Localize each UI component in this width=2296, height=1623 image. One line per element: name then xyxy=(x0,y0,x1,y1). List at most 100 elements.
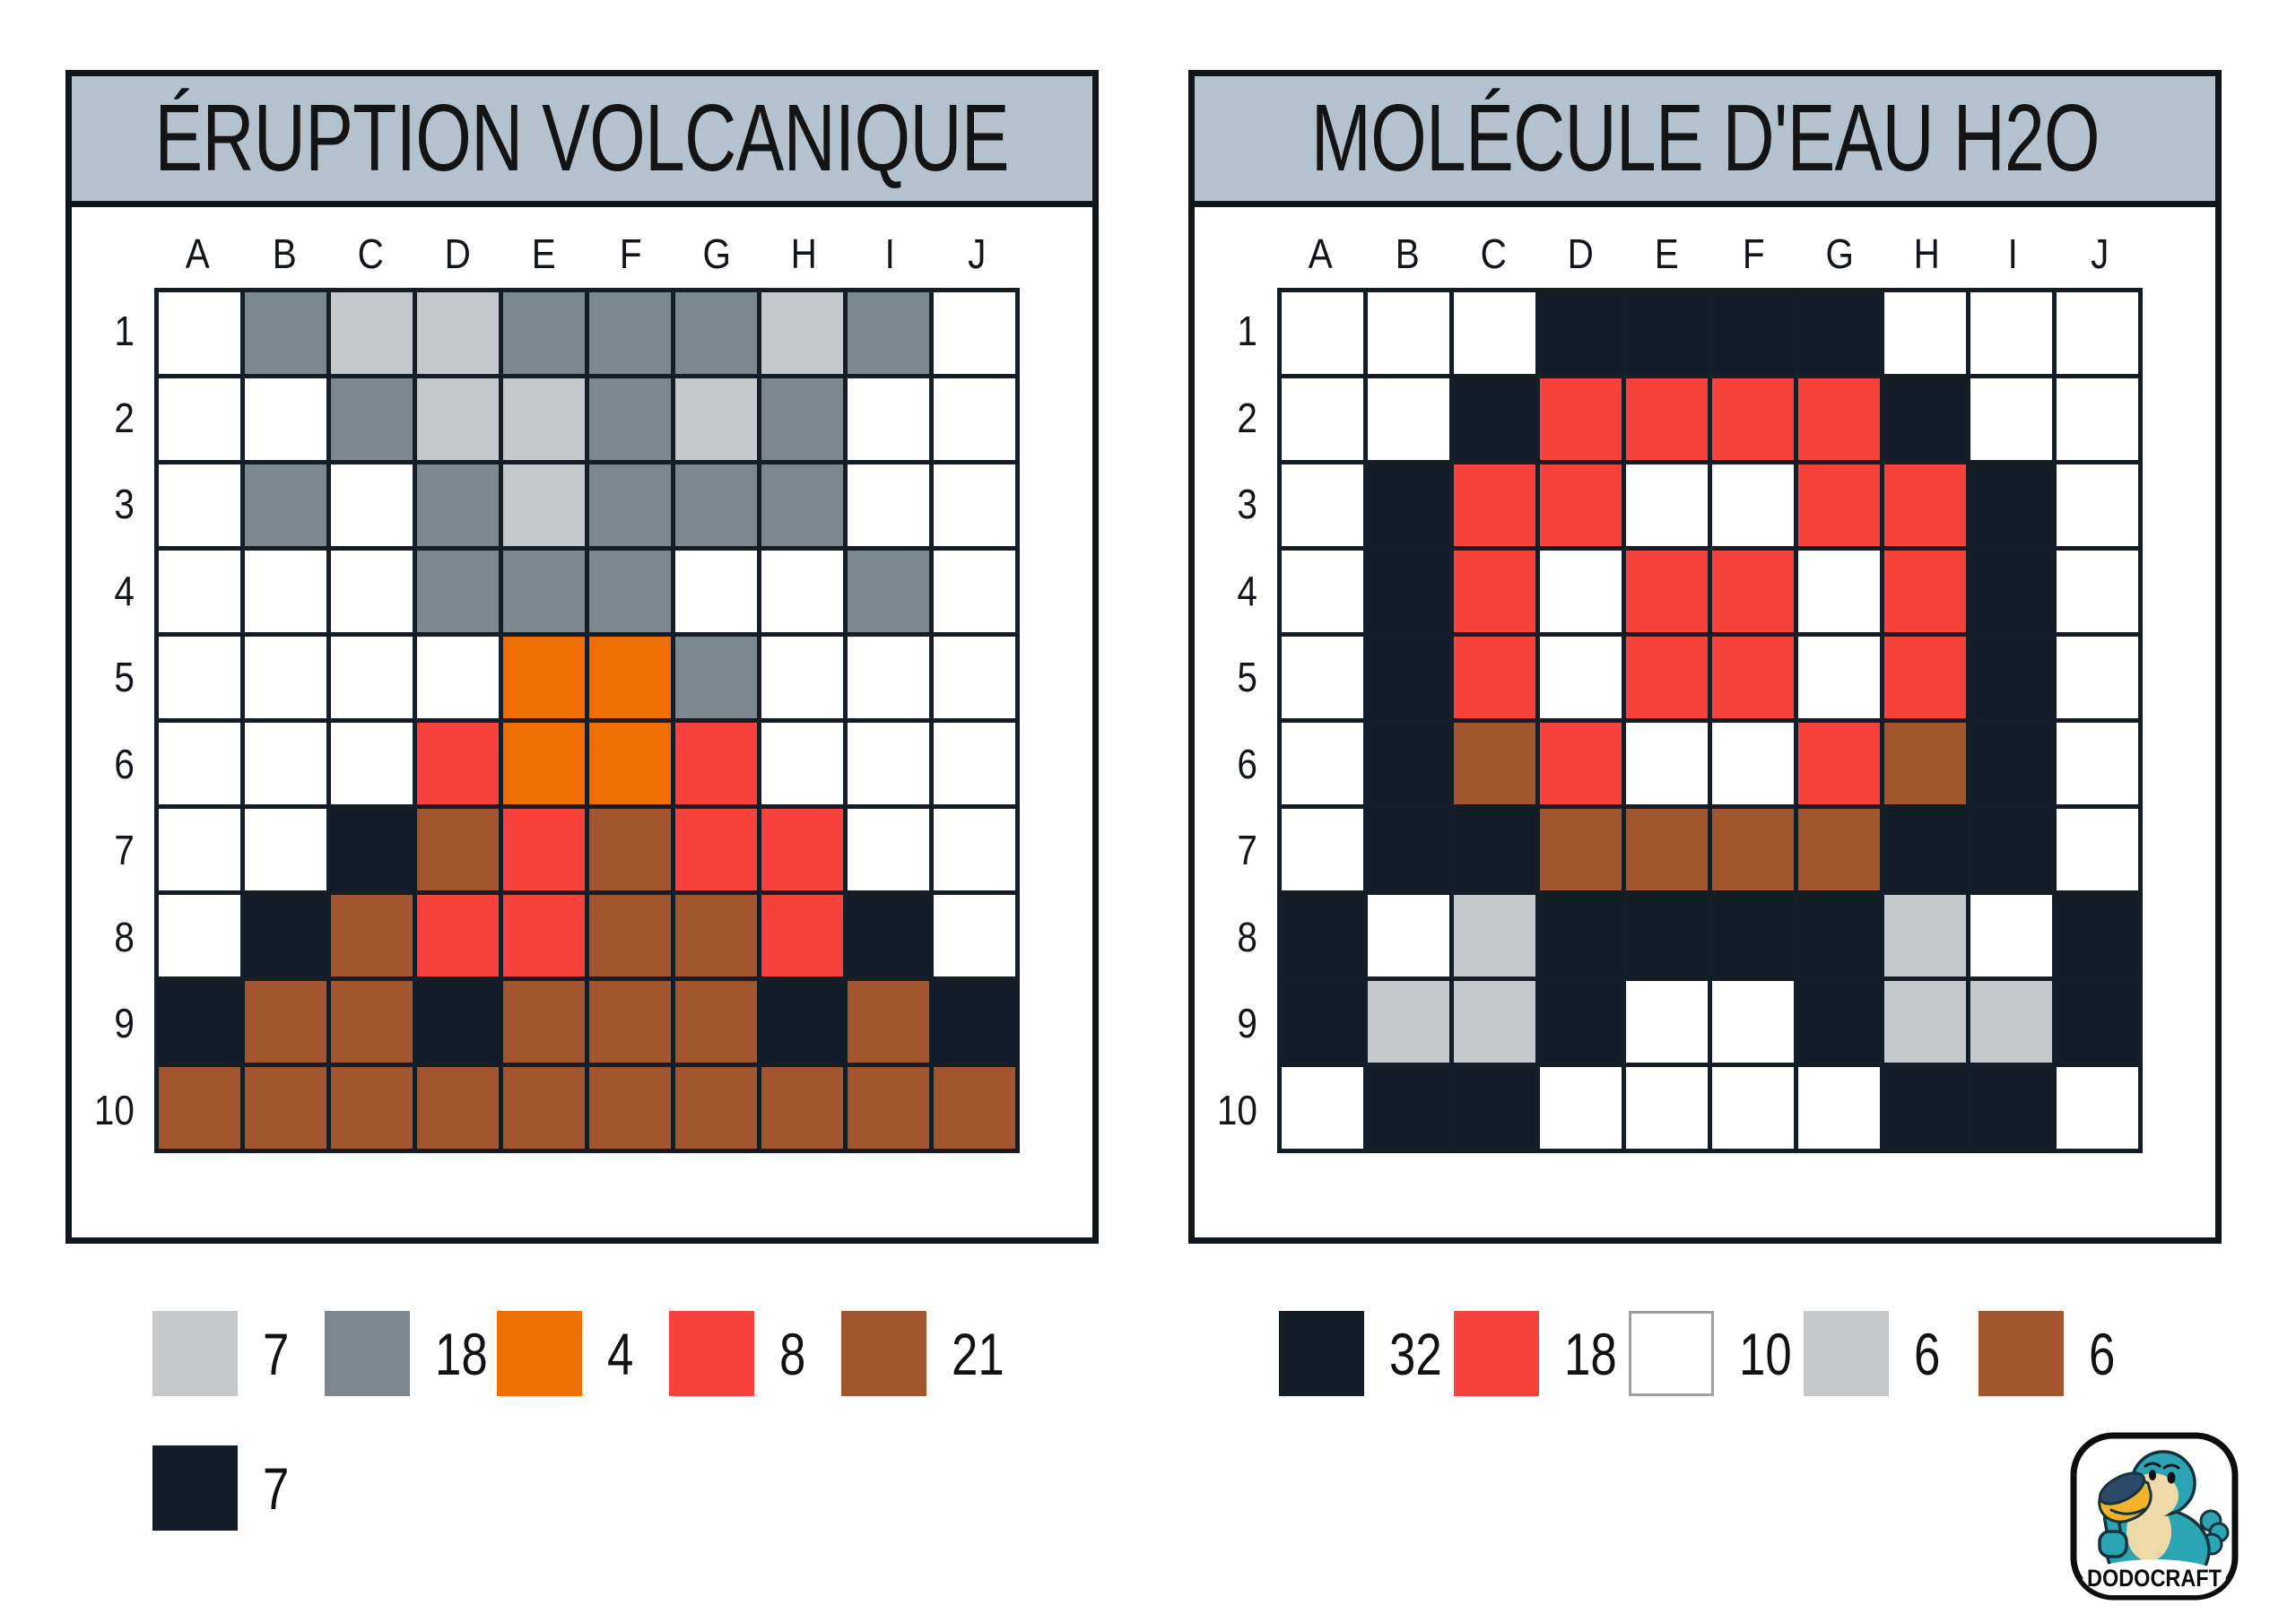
grid-cell xyxy=(1970,551,2052,632)
legend-item: 21 xyxy=(841,1311,1013,1396)
legend-molecule: 32 18 10 6 6 xyxy=(1279,1311,2153,1396)
grid-cell xyxy=(331,895,413,976)
grid-cell xyxy=(1970,895,2052,976)
column-label: G xyxy=(702,230,731,277)
grid-cell xyxy=(1540,981,1622,1063)
grid-cell xyxy=(2057,981,2138,1063)
legend-color-swatch xyxy=(1454,1311,1539,1396)
board-title: ÉRUPTION VOLCANIQUE xyxy=(154,85,1010,192)
grid-cell xyxy=(2057,378,2138,460)
row-label: 4 xyxy=(114,567,135,614)
legend-item: 6 xyxy=(1979,1311,2153,1396)
grid-cell xyxy=(1712,378,1794,460)
grid-cell xyxy=(245,551,326,632)
legend-count: 6 xyxy=(1914,1320,1941,1387)
column-label: A xyxy=(1308,230,1333,277)
grid-cell xyxy=(2057,1067,2138,1149)
row-label: 5 xyxy=(114,654,135,701)
grid-cell xyxy=(761,551,843,632)
grid-cell xyxy=(675,637,757,718)
legend-count: 32 xyxy=(1389,1320,1442,1387)
grid-cell xyxy=(1626,551,1708,632)
grid-cell xyxy=(761,378,843,460)
grid-cell xyxy=(1626,378,1708,460)
grid-cell xyxy=(761,981,843,1063)
dodocraft-wordmark: DODOCRAFT xyxy=(2087,1565,2222,1592)
dodocraft-logo: DODOCRAFT xyxy=(2070,1432,2239,1601)
row-label: 6 xyxy=(1237,740,1257,787)
grid-cell xyxy=(1970,723,2052,804)
legend-item: 7 xyxy=(152,1311,325,1396)
legend-color-swatch xyxy=(669,1311,754,1396)
legend-volcano-row-2: 7 xyxy=(152,1445,325,1531)
grid-cell xyxy=(331,1067,413,1149)
column-label: H xyxy=(790,230,817,277)
column-label: F xyxy=(619,230,642,277)
grid-cell xyxy=(503,723,585,804)
grid-cell xyxy=(1454,895,1535,976)
column-label: B xyxy=(1395,230,1420,277)
legend-count: 10 xyxy=(1739,1320,1792,1387)
legend-item: 32 xyxy=(1279,1311,1454,1396)
grid-cell xyxy=(1712,292,1794,374)
grid-cell xyxy=(503,895,585,976)
grid-cell xyxy=(159,551,240,632)
grid-cell xyxy=(1970,464,2052,546)
grid-cell xyxy=(1884,378,1966,460)
row-label: 1 xyxy=(114,308,135,355)
grid-cell xyxy=(159,464,240,546)
legend-count: 18 xyxy=(1564,1320,1617,1387)
grid-cell xyxy=(1282,464,1363,546)
row-label: 2 xyxy=(114,394,135,441)
legend-color-swatch xyxy=(152,1445,238,1531)
grid-cell xyxy=(675,378,757,460)
grid-cell xyxy=(1884,723,1966,804)
grid-cell xyxy=(159,1067,240,1149)
legend-color-swatch xyxy=(1804,1311,1889,1396)
grid-cell xyxy=(503,464,585,546)
grid-cell xyxy=(848,637,929,718)
legend-item: 18 xyxy=(1454,1311,1629,1396)
grid-cell xyxy=(331,637,413,718)
legend-count: 7 xyxy=(263,1454,290,1522)
grid-cell xyxy=(1798,292,1880,374)
grid-cell xyxy=(2057,637,2138,718)
grid-cell xyxy=(1970,981,2052,1063)
grid-cell xyxy=(1798,378,1880,460)
grid-cell xyxy=(848,292,929,374)
grid-cell xyxy=(1798,464,1880,546)
row-label: 3 xyxy=(114,481,135,528)
grid-cell xyxy=(934,637,1015,718)
grid-cell xyxy=(2057,292,2138,374)
grid-cell xyxy=(1884,637,1966,718)
grid-cell xyxy=(1368,378,1449,460)
column-label: C xyxy=(357,230,384,277)
grid-cell xyxy=(848,464,929,546)
row-label: 10 xyxy=(1216,1086,1257,1133)
grid-cell xyxy=(1798,637,1880,718)
grid-cell xyxy=(1884,809,1966,890)
row-label: 2 xyxy=(1237,394,1257,441)
grid-cell xyxy=(1712,723,1794,804)
grid-cell xyxy=(417,1067,499,1149)
row-label: 1 xyxy=(1237,308,1257,355)
grid-cell xyxy=(417,981,499,1063)
grid-cell xyxy=(159,981,240,1063)
grid-cell xyxy=(1540,378,1622,460)
grid-cell xyxy=(2057,895,2138,976)
dodo-bird-illustration: DODOCRAFT xyxy=(2083,1450,2230,1595)
grid-cell xyxy=(1626,809,1708,890)
grid-cell xyxy=(1540,1067,1622,1149)
grid-cell xyxy=(331,809,413,890)
grid-cell xyxy=(1454,981,1535,1063)
grid-cell xyxy=(589,464,671,546)
grid-cell xyxy=(1626,723,1708,804)
grid-cell xyxy=(675,1067,757,1149)
grid-cell xyxy=(245,809,326,890)
legend-count: 21 xyxy=(952,1320,1004,1387)
grid-cell xyxy=(503,809,585,890)
grid-cell xyxy=(934,809,1015,890)
grid-cell xyxy=(675,895,757,976)
grid-cell xyxy=(934,292,1015,374)
